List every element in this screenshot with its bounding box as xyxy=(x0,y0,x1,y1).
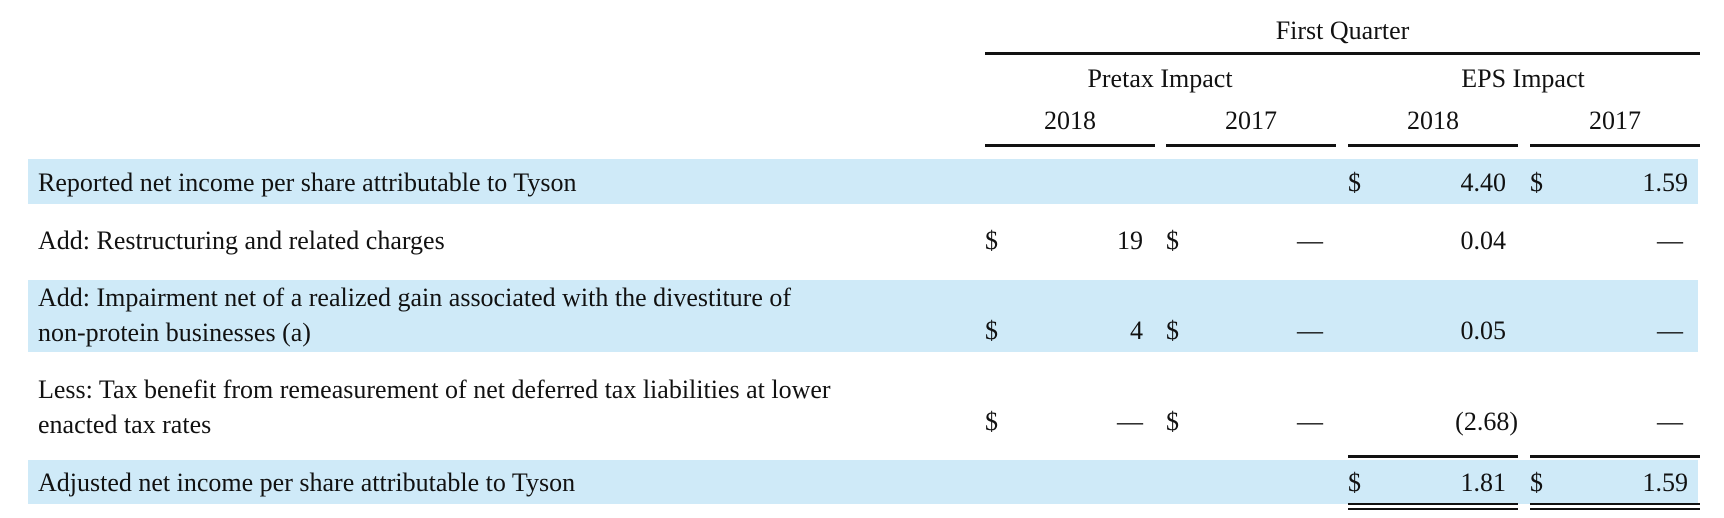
row-label-reported-eps: Reported net income per share attributab… xyxy=(38,168,577,197)
eps-2017-value: — xyxy=(1657,226,1683,255)
eps-2018-currency: $ xyxy=(1348,168,1361,197)
eps-2017-value: 1.59 xyxy=(1642,468,1689,497)
pretax-2017-value: — xyxy=(1297,316,1323,345)
pretax-2017-value: — xyxy=(1297,226,1323,255)
eps-2018-currency: $ xyxy=(1348,468,1361,497)
eps-2017-value: 1.59 xyxy=(1642,168,1689,197)
eps-2017-currency: $ xyxy=(1530,468,1543,497)
eps-2018-value: 1.81 xyxy=(1460,468,1507,497)
eps-2017-value: — xyxy=(1657,407,1683,436)
pretax-2017-currency: $ xyxy=(1166,316,1179,345)
subtotal-rule xyxy=(1348,455,1518,458)
year-header-pretax-2017: 2017 xyxy=(1225,106,1277,135)
pretax-2018-value: 4 xyxy=(1130,316,1143,345)
eps-2017-currency: $ xyxy=(1530,168,1543,197)
pretax-impact-header: Pretax Impact xyxy=(1087,64,1233,93)
row-label-tax-benefit-line1: Less: Tax benefit from remeasurement of … xyxy=(38,375,831,404)
row-band xyxy=(28,159,1698,204)
pretax-2018-value: — xyxy=(1117,407,1143,436)
period-header: First Quarter xyxy=(1275,16,1410,45)
year-rule xyxy=(1166,144,1336,147)
row-band xyxy=(28,280,1698,352)
year-header-eps-2018: 2018 xyxy=(1407,106,1459,135)
total-double-rule xyxy=(1348,503,1518,510)
row-band xyxy=(28,460,1698,504)
year-header-eps-2017: 2017 xyxy=(1589,106,1641,135)
pretax-2018-currency: $ xyxy=(985,316,998,345)
total-double-rule xyxy=(1530,503,1700,510)
subtotal-rule xyxy=(1530,455,1700,458)
eps-2018-value: 0.05 xyxy=(1460,316,1507,345)
year-rule xyxy=(1530,144,1700,147)
year-rule xyxy=(1348,144,1518,147)
pretax-2017-currency: $ xyxy=(1166,407,1179,436)
eps-impact-header: EPS Impact xyxy=(1461,64,1585,93)
row-label-adjusted-eps: Adjusted net income per share attributab… xyxy=(38,468,576,497)
eps-2017-value: — xyxy=(1657,316,1683,345)
year-rule xyxy=(985,144,1155,147)
pretax-2018-value: 19 xyxy=(1117,226,1143,255)
pretax-2017-currency: $ xyxy=(1166,226,1179,255)
row-label-impairment-line2: non-protein businesses (a) xyxy=(38,318,311,347)
row-label-restructuring: Add: Restructuring and related charges xyxy=(38,226,445,255)
eps-2018-value: (2.68) xyxy=(1455,407,1518,436)
pretax-2018-currency: $ xyxy=(985,407,998,436)
row-label-tax-benefit-line2: enacted tax rates xyxy=(38,410,212,439)
row-label-impairment-line1: Add: Impairment net of a realized gain a… xyxy=(38,283,792,312)
pretax-2017-value: — xyxy=(1297,407,1323,436)
header-rule xyxy=(985,52,1700,55)
eps-2018-value: 4.40 xyxy=(1460,168,1507,197)
pretax-2018-currency: $ xyxy=(985,226,998,255)
year-header-pretax-2018: 2018 xyxy=(1044,106,1096,135)
eps-2018-value: 0.04 xyxy=(1460,226,1507,255)
